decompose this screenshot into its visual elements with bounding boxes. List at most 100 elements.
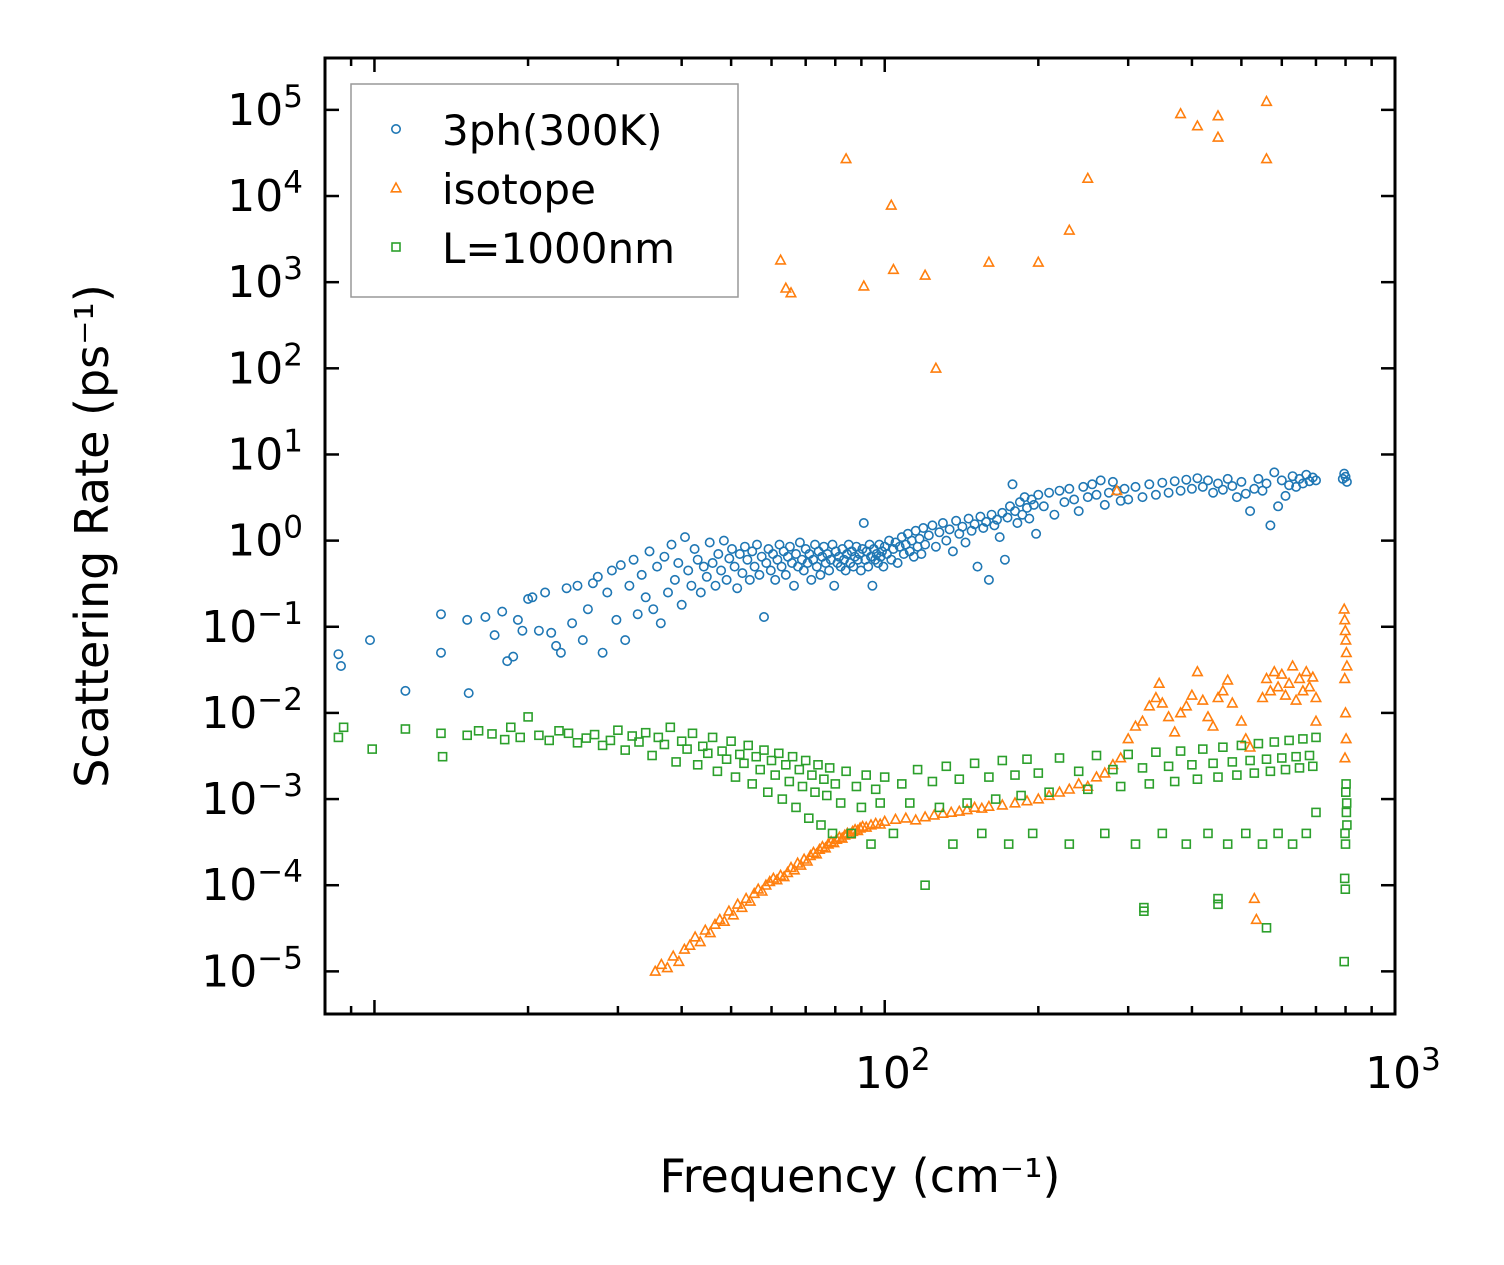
data-point xyxy=(824,763,835,773)
data-point xyxy=(904,798,915,808)
data-point xyxy=(857,279,870,291)
data-point xyxy=(634,737,644,747)
data-point xyxy=(1265,520,1276,531)
data-point xyxy=(800,755,811,766)
data-point xyxy=(716,565,727,576)
data-point xyxy=(779,281,792,293)
data-point xyxy=(1218,742,1228,753)
data-point xyxy=(894,541,905,552)
data-point xyxy=(896,779,907,789)
data-point xyxy=(567,618,578,629)
data-point xyxy=(1269,467,1280,478)
data-point xyxy=(1273,501,1284,512)
data-point xyxy=(632,609,643,620)
data-point xyxy=(1249,768,1260,778)
data-point xyxy=(1203,828,1213,839)
data-point xyxy=(689,930,702,942)
data-point xyxy=(544,735,555,746)
data-point xyxy=(948,839,958,849)
data-point xyxy=(729,561,740,572)
data-point xyxy=(671,757,681,767)
data-point xyxy=(1341,798,1352,808)
data-point xyxy=(682,744,692,754)
data-point xyxy=(963,513,974,524)
data-point xyxy=(731,897,744,909)
data-point xyxy=(435,647,446,658)
data-point xyxy=(508,651,519,662)
data-point xyxy=(1144,479,1155,490)
data-point xyxy=(515,732,526,743)
data-point xyxy=(1245,506,1256,517)
data-point xyxy=(878,561,889,572)
data-point xyxy=(754,569,765,580)
data-point xyxy=(665,722,676,733)
data-point xyxy=(994,532,1005,543)
data-point xyxy=(1211,691,1225,703)
data-point xyxy=(1033,489,1044,500)
data-point xyxy=(1268,665,1281,677)
data-point xyxy=(1261,922,1272,933)
data-point xyxy=(934,802,945,813)
data-point xyxy=(751,751,762,762)
data-point xyxy=(909,813,922,825)
data-point xyxy=(692,554,703,565)
data-point xyxy=(615,560,626,571)
data-point xyxy=(732,583,743,594)
data-point xyxy=(888,543,899,554)
data-point xyxy=(1091,489,1102,500)
data-point xyxy=(969,519,980,530)
data-point xyxy=(879,772,890,782)
data-point xyxy=(780,569,791,580)
data-point xyxy=(707,732,718,743)
data-point xyxy=(718,535,729,546)
data-point xyxy=(751,539,762,550)
data-point xyxy=(1236,476,1247,487)
data-point xyxy=(1091,750,1102,761)
data-point xyxy=(563,728,574,739)
data-point xyxy=(1181,474,1192,485)
data-point xyxy=(856,802,867,813)
data-point xyxy=(1198,744,1208,754)
data-point xyxy=(1280,490,1291,501)
data-point xyxy=(864,818,878,830)
data-point xyxy=(1221,673,1234,685)
data-point xyxy=(780,759,791,770)
data-point xyxy=(661,961,674,973)
data-point xyxy=(627,731,638,741)
data-point xyxy=(777,794,788,804)
data-point xyxy=(776,561,787,572)
data-point xyxy=(497,606,508,617)
data-point xyxy=(759,745,769,755)
data-point xyxy=(1241,828,1251,839)
data-point xyxy=(1136,714,1149,726)
data-point xyxy=(1338,671,1351,684)
data-point xyxy=(1341,807,1352,818)
data-point xyxy=(996,798,1009,810)
data-point xyxy=(1273,828,1283,839)
data-point xyxy=(1341,476,1352,487)
data-point xyxy=(997,755,1008,766)
data-point xyxy=(662,587,673,598)
data-point xyxy=(1208,487,1219,498)
data-point xyxy=(644,546,655,557)
data-point xyxy=(487,729,497,739)
data-point xyxy=(1169,476,1180,487)
data-point xyxy=(863,561,874,572)
data-point xyxy=(1217,484,1228,495)
data-point xyxy=(1303,680,1316,692)
data-point xyxy=(749,561,760,572)
data-point xyxy=(919,268,932,280)
data-point xyxy=(816,820,826,830)
data-point xyxy=(1339,873,1350,884)
data-point xyxy=(1049,509,1060,520)
data-point xyxy=(803,813,814,824)
data-point xyxy=(338,722,349,733)
data-point xyxy=(687,728,698,739)
data-point xyxy=(824,565,835,576)
data-point xyxy=(679,532,690,543)
data-point xyxy=(1301,828,1312,839)
data-point xyxy=(400,724,411,734)
data-point xyxy=(954,774,965,785)
data-point xyxy=(606,565,617,576)
data-point xyxy=(1300,665,1313,677)
